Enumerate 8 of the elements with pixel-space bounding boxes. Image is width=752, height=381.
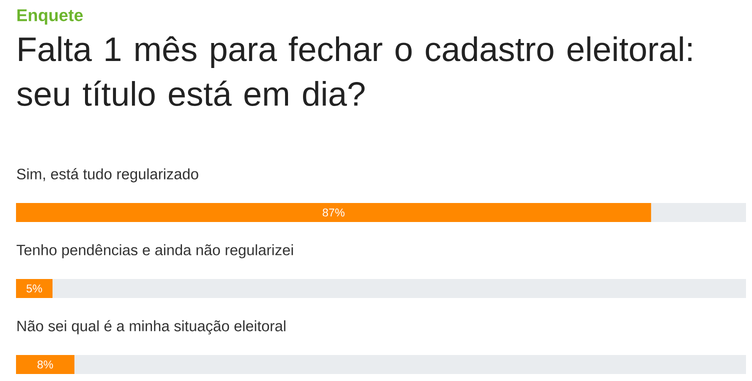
- chart-subtitle: Enquete: [17, 9, 83, 25]
- data-label: 8%: [38, 360, 54, 368]
- data-label: 5%: [26, 284, 42, 292]
- y-tick-label: Não sei qual é a minha situação eleitoral: [18, 320, 286, 334]
- data-label: 87%: [322, 208, 344, 216]
- y-tick-label: Sim, está tudo regularizado: [16, 168, 198, 182]
- y-tick-label: Tenho pendências e ainda não regularizei: [16, 244, 293, 258]
- chart-title: Falta 1 mês para fechar o cadastro eleitoral: seu título está em dia?: [17, 36, 692, 106]
